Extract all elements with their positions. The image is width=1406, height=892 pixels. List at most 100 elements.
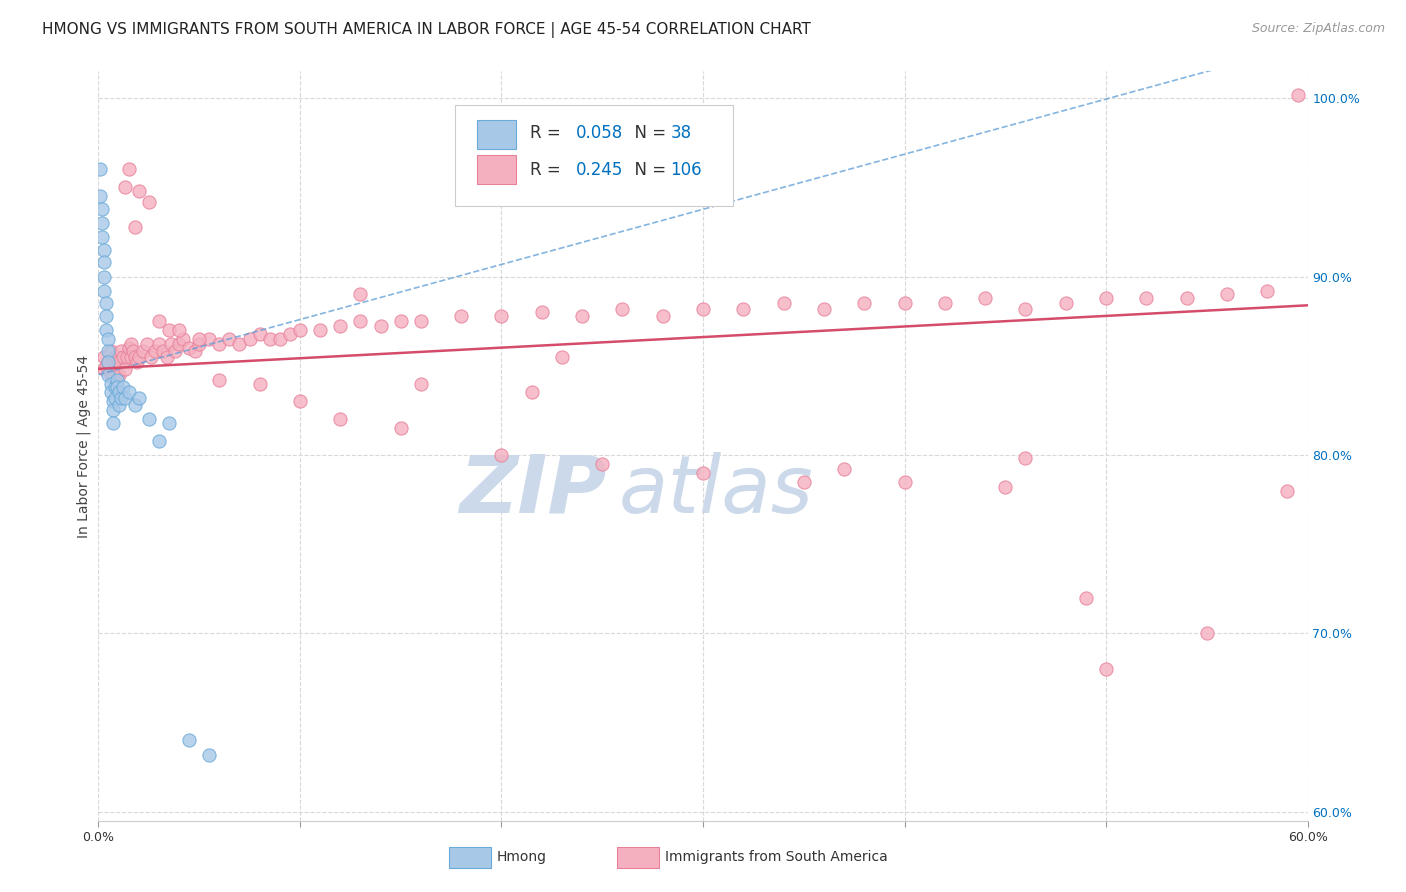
Point [96, 296, 118, 310]
Point [1195, 626, 1218, 640]
Point [1256, 284, 1278, 298]
Point [107, 385, 129, 400]
Text: 38: 38 [671, 124, 692, 142]
Point [115, 350, 138, 364]
Point [450, 309, 472, 323]
Text: Source: ZipAtlas.com: Source: ZipAtlas.com [1251, 22, 1385, 36]
Text: atlas: atlas [619, 452, 813, 530]
Point [91, 216, 114, 230]
Point [121, 344, 143, 359]
Point [309, 323, 332, 337]
Point [994, 480, 1017, 494]
Point [853, 296, 876, 310]
Point [96, 309, 118, 323]
Point [93, 243, 115, 257]
Point [157, 323, 180, 337]
Point [772, 296, 794, 310]
Point [692, 301, 714, 316]
Point [101, 416, 124, 430]
Point [893, 475, 915, 489]
Point [259, 332, 281, 346]
Point [551, 350, 574, 364]
Point [813, 301, 835, 316]
Point [389, 421, 412, 435]
Point [288, 394, 311, 409]
Point [520, 385, 543, 400]
Point [934, 296, 956, 310]
Point [1054, 296, 1077, 310]
Text: HMONG VS IMMIGRANTS FROM SOUTH AMERICA IN LABOR FORCE | AGE 45-54 CORRELATION CH: HMONG VS IMMIGRANTS FROM SOUTH AMERICA I… [42, 22, 811, 38]
Point [124, 398, 146, 412]
Point [198, 332, 221, 346]
Point [188, 332, 211, 346]
Point [1095, 291, 1118, 305]
Text: ZIP: ZIP [458, 452, 606, 530]
Point [97, 368, 120, 382]
Point [105, 380, 128, 394]
Point [114, 180, 136, 194]
Point [110, 391, 132, 405]
Text: N =: N = [624, 124, 672, 142]
Point [105, 373, 128, 387]
Text: Hmong: Hmong [496, 850, 547, 864]
Point [101, 394, 124, 409]
Point [100, 376, 122, 391]
Point [571, 309, 593, 323]
Point [179, 341, 201, 355]
Point [105, 368, 128, 382]
Point [143, 344, 166, 359]
Point [89, 189, 111, 203]
Point [135, 337, 157, 351]
Point [138, 412, 160, 426]
Point [249, 326, 271, 341]
Point [128, 184, 150, 198]
Point [163, 344, 186, 359]
Point [491, 448, 513, 462]
Point [114, 362, 136, 376]
Point [278, 326, 301, 341]
Point [409, 314, 432, 328]
Point [157, 416, 180, 430]
Point [651, 309, 673, 323]
Point [124, 350, 146, 364]
Point [329, 319, 352, 334]
Point [1175, 291, 1198, 305]
Point [103, 380, 125, 394]
Point [152, 344, 174, 359]
Point [172, 332, 194, 346]
Point [218, 332, 240, 346]
Point [97, 355, 120, 369]
Text: R =: R = [530, 124, 567, 142]
Point [91, 202, 114, 216]
Point [167, 337, 190, 351]
Point [974, 291, 997, 305]
Point [1074, 591, 1097, 605]
Point [1286, 87, 1309, 102]
Point [89, 162, 111, 177]
Point [97, 332, 120, 346]
Point [118, 341, 141, 355]
FancyBboxPatch shape [456, 105, 734, 206]
Point [97, 355, 120, 369]
Point [179, 733, 201, 747]
Point [349, 287, 371, 301]
Point [491, 309, 513, 323]
Point [591, 457, 613, 471]
Point [167, 323, 190, 337]
Point [733, 301, 755, 316]
Point [389, 314, 412, 328]
Point [97, 344, 120, 359]
Point [91, 230, 114, 244]
Point [156, 350, 179, 364]
Point [1014, 301, 1036, 316]
Point [832, 462, 855, 476]
Point [132, 344, 155, 359]
Text: 0.058: 0.058 [576, 124, 623, 142]
Point [370, 319, 392, 334]
Point [101, 355, 124, 369]
Point [228, 337, 250, 351]
Point [269, 332, 291, 346]
Point [612, 301, 634, 316]
Point [114, 391, 136, 405]
Point [120, 337, 142, 351]
